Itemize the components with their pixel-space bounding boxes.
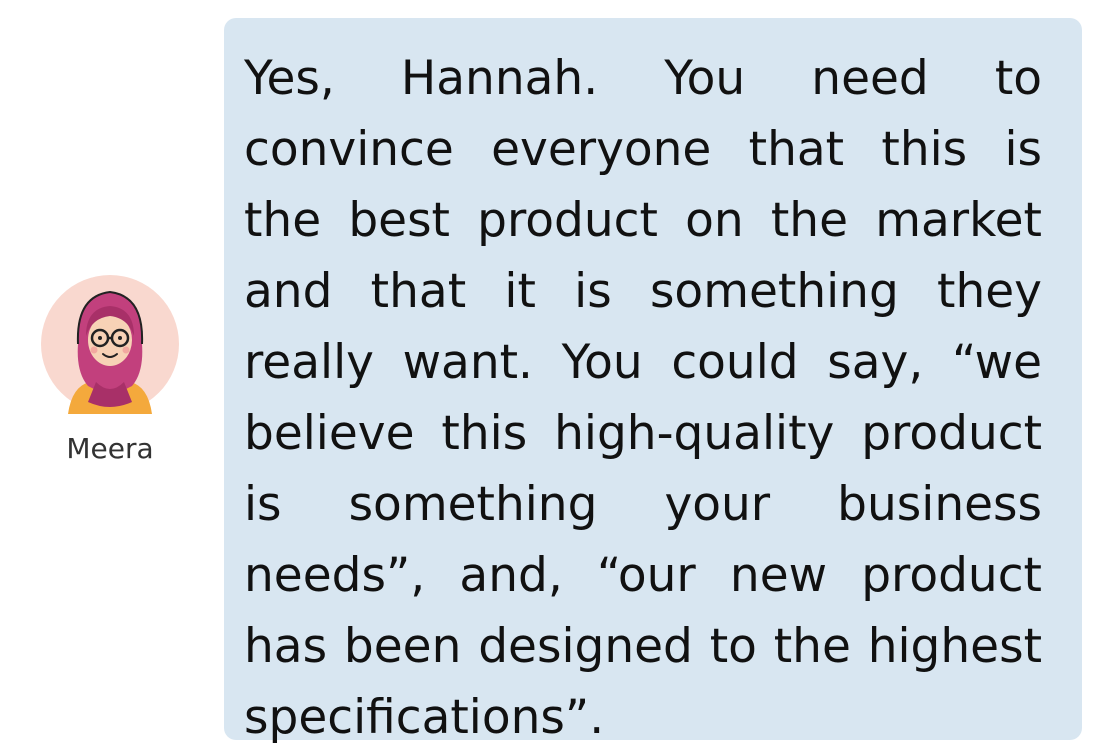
avatar-icon xyxy=(41,275,179,414)
speaker: Meera xyxy=(40,274,180,465)
speech-bubble: Yes, Hannah. You need to convince everyo… xyxy=(224,18,1082,745)
speaker-name: Meera xyxy=(66,432,154,465)
message-text: Yes, Hannah. You need to convince everyo… xyxy=(244,51,1042,745)
